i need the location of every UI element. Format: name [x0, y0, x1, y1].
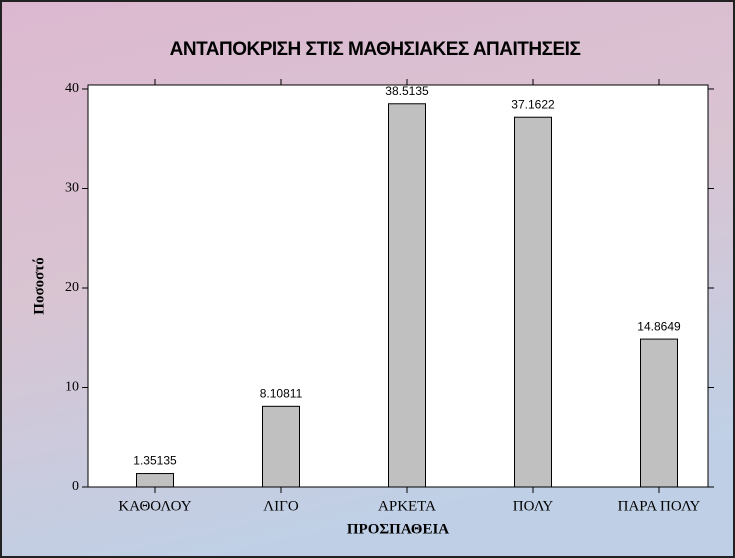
bar	[514, 116, 552, 488]
bar	[388, 103, 426, 488]
y-tick-label: 20	[65, 280, 79, 295]
x-tick-label: ΚΑΘΟΛΟΥ	[118, 498, 191, 514]
chart-title: ΑΝΤΑΠΟΚΡΙΣΗ ΣΤΙΣ ΜΑΘΗΣΙΑΚΕΣ ΑΠΑΙΤΗΣΕΙΣ	[170, 39, 581, 60]
data-label: 8.10811	[260, 386, 303, 400]
x-tick-label: ΠΑΡΑ ΠΟΛΥ	[618, 498, 701, 514]
data-label: 1.35135	[133, 454, 177, 468]
y-tick-label: 0	[72, 479, 79, 494]
bar	[262, 405, 300, 488]
data-label: 37.1622	[511, 97, 555, 111]
x-tick-label: ΑΡΚΕΤΑ	[378, 498, 436, 514]
x-tick-label: ΠΟΛΥ	[513, 498, 554, 514]
y-tick-label: 10	[65, 380, 79, 395]
y-axis-label: Ποσοστό	[31, 257, 47, 314]
bar	[136, 473, 174, 488]
data-label: 38.5135	[385, 84, 429, 98]
bar	[640, 338, 678, 488]
x-tick-label: ΛΙΓΟ	[263, 498, 299, 514]
y-tick-label: 30	[65, 181, 79, 196]
x-axis-label: ΠΡΟΣΠΑΘΕΙΑ	[347, 521, 449, 537]
data-label: 14.8649	[637, 319, 681, 333]
y-tick-label: 40	[65, 81, 79, 96]
